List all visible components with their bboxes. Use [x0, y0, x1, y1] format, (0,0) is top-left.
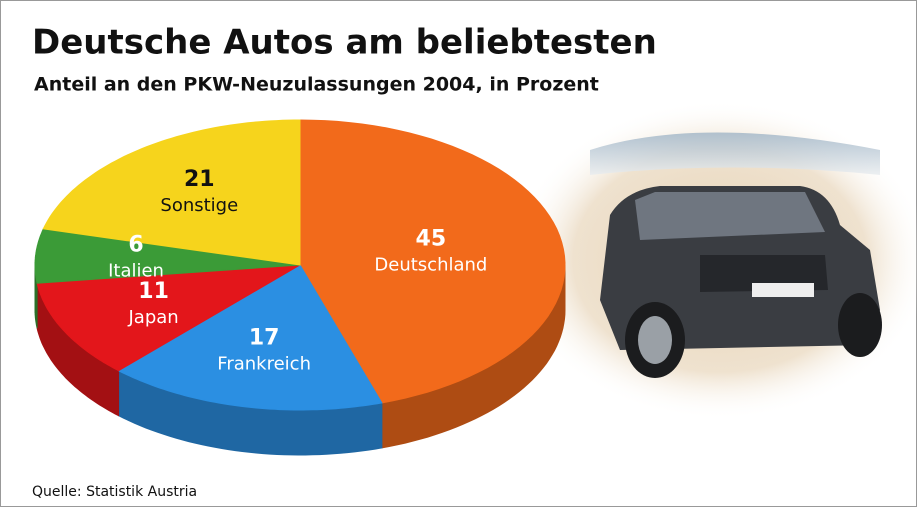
value-label: 17 — [249, 326, 280, 351]
value-label: 21 — [184, 167, 215, 192]
category-label: Japan — [128, 307, 179, 328]
page: {"chart_data": {"type": "pie", "title": … — [0, 0, 917, 511]
value-label: 6 — [128, 232, 143, 257]
subtitle: Anteil an den PKW-Neuzulassungen 2004, i… — [34, 74, 599, 96]
value-label: 11 — [138, 279, 169, 304]
pie: 45 Deutschland 17 Frankreich 11 Japan 6 Italien… — [35, 120, 565, 455]
car-photo — [510, 100, 917, 420]
category-label: Deutschland — [374, 255, 487, 276]
chart: Deutsche Autos am beliebtesten Anteil an… — [0, 0, 917, 507]
category-label: Italien — [108, 260, 164, 281]
value-label: 45 — [416, 227, 447, 252]
title: Deutsche Autos am beliebtesten — [32, 23, 657, 63]
category-label: Frankreich — [217, 354, 311, 375]
category-label: Sonstige — [160, 195, 238, 216]
source: Quelle: Statistik Austria — [32, 484, 197, 500]
